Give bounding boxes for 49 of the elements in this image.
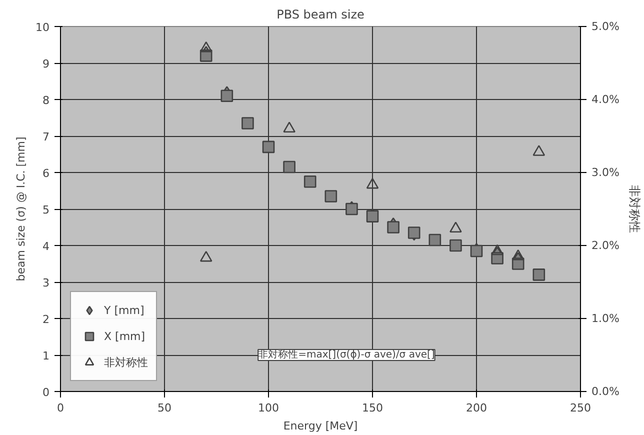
y-tick-label: 7 bbox=[42, 130, 50, 144]
y2-tick-label: 3.0% bbox=[592, 166, 620, 179]
y-tick-label: 10 bbox=[36, 21, 50, 34]
y-tick-label: 3 bbox=[42, 276, 50, 290]
x-tick-label: 200 bbox=[466, 402, 487, 414]
x-tick-label: 0 bbox=[57, 402, 64, 414]
chart-title: PBS beam size bbox=[276, 8, 364, 22]
y-tick-label: 9 bbox=[42, 58, 50, 70]
point bbox=[324, 190, 338, 202]
point bbox=[200, 41, 212, 52]
legend-label: X [mm] bbox=[104, 330, 146, 342]
point bbox=[512, 249, 524, 260]
point bbox=[262, 140, 275, 154]
point bbox=[242, 117, 254, 130]
y-tick-label: 5 bbox=[42, 204, 50, 216]
x-axis-title: Energy [MeV] bbox=[283, 420, 358, 432]
point bbox=[220, 90, 234, 102]
y-tick-label: 6 bbox=[42, 167, 50, 180]
point bbox=[428, 234, 442, 246]
point bbox=[283, 122, 296, 133]
y-tick-label: 2 bbox=[42, 313, 50, 326]
annotation: 非対称性=max[](σ(ϕ)-σ ave)/σ ave[] bbox=[258, 348, 435, 360]
legend-label: Y [mm] bbox=[104, 304, 144, 316]
x-tick-label: 100 bbox=[258, 402, 279, 414]
y2-axis-title: 非対称性 bbox=[627, 185, 642, 233]
y-tick-label: 8 bbox=[42, 94, 50, 107]
point bbox=[366, 178, 379, 189]
y-tick-label: 4 bbox=[42, 240, 50, 253]
x-tick-label: 150 bbox=[362, 402, 383, 414]
point bbox=[491, 244, 504, 256]
point bbox=[304, 175, 316, 188]
y2-tick-label: 5.0% bbox=[592, 20, 620, 33]
point bbox=[532, 268, 546, 281]
y-tick-label: 1 bbox=[42, 350, 50, 362]
point bbox=[450, 239, 462, 252]
x-tick-label: 50 bbox=[158, 402, 172, 414]
point bbox=[200, 250, 212, 262]
y-tick-label: 0 bbox=[42, 386, 50, 399]
x-tick-label: 250 bbox=[570, 402, 591, 414]
y2-tick-label: 2.0% bbox=[592, 239, 620, 252]
point bbox=[532, 145, 546, 156]
y-axis-title: beam size (σ) @ I.C. [mm] bbox=[14, 136, 28, 282]
legend-label: 非対称性 bbox=[104, 354, 148, 370]
y2-tick-label: 1.0% bbox=[592, 312, 620, 325]
y2-tick-label: 0.0% bbox=[592, 385, 620, 398]
point bbox=[450, 222, 462, 233]
y2-tick-label: 4.0% bbox=[592, 93, 620, 106]
point bbox=[387, 221, 400, 234]
point bbox=[283, 160, 296, 174]
